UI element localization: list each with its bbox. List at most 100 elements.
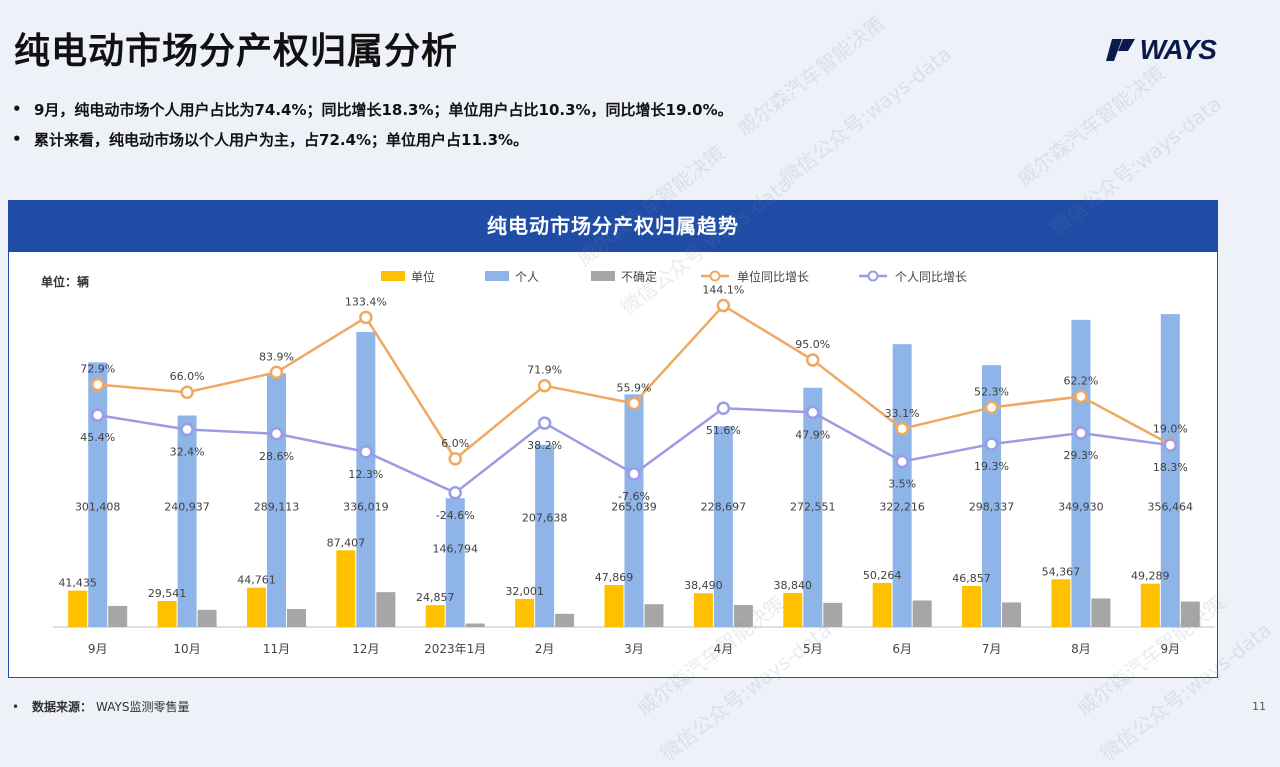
legend-swatch-个人: [485, 271, 509, 281]
point-单位同比增长-9: [895, 422, 909, 436]
point-单位同比增长-3: [359, 310, 373, 325]
bar-label-个人-6: 265,039: [611, 500, 657, 513]
legend-label-个人: 个人: [515, 270, 539, 284]
x-tick-label-0: 9月: [88, 642, 108, 656]
bar-label-单位-0: 41,435: [58, 577, 97, 590]
line-label-单位同比增长-9: 33.1%: [885, 407, 920, 420]
bar-个人-8: [803, 387, 823, 627]
bullet-dot-icon: •: [12, 699, 20, 714]
bar-label-单位-11: 54,367: [1042, 565, 1081, 578]
point-个人同比增长-10: [984, 437, 999, 451]
bar-label-单位-10: 46,857: [952, 572, 991, 585]
bar-不确定-3: [376, 592, 396, 627]
bar-个人-5: [535, 444, 555, 627]
x-tick-label-10: 7月: [982, 642, 1002, 656]
chart-svg: 9月 10月 11月 12月 2023年1月 2月 3月 4月 5月 6月 7月 8月 9月 41,435…: [53, 269, 1215, 656]
summary-bullets: • 9月，纯电动市场个人用户占比为74.4%；同比增长18.3%；单位用户占比1…: [12, 94, 733, 154]
legend-label-单位: 单位: [411, 269, 435, 284]
bar-不确定-11: [1091, 598, 1111, 627]
line-label-个人同比增长-7: 51.6%: [706, 424, 741, 437]
point-个人同比增长-3: [359, 445, 373, 459]
line-label-个人同比增长-2: 28.6%: [259, 450, 294, 463]
line-label-单位同比增长-0: 72.9%: [80, 363, 115, 376]
chart-panel: 纯电动市场分产权归属趋势 9月 10月 11月 12月 2023年1月 2月 3月 4月 5月 6…: [8, 200, 1218, 678]
line-label-单位同比增长-10: 52.3%: [974, 385, 1009, 398]
bullet-2-text: 累计来看，纯电动市场以个人用户为主，占72.4%；单位用户占11.3%。: [34, 130, 529, 149]
bar-label-个人-1: 240,937: [164, 500, 210, 513]
bar-个人-6: [624, 394, 644, 627]
bar-不确定-10: [1002, 602, 1022, 627]
point-个人同比增长-9: [895, 454, 909, 469]
point-个人同比增长-1: [180, 422, 194, 437]
line-label-单位同比增长-12: 19.0%: [1153, 422, 1188, 435]
x-tick-label-1: 10月: [173, 642, 200, 656]
bar-个人-0: [88, 362, 108, 627]
line-label-单位同比增长-4: 6.0%: [441, 437, 469, 450]
line-label-个人同比增长-12: 18.3%: [1153, 461, 1188, 474]
x-tick-label-6: 3月: [624, 642, 644, 656]
bar-label-单位-8: 38,840: [774, 579, 813, 592]
line-label-个人同比增长-3: 12.3%: [348, 468, 383, 481]
point-单位同比增长-10: [984, 400, 999, 415]
bullet-dot-icon: •: [12, 130, 22, 148]
bar-不确定-1: [197, 609, 217, 627]
line-label-个人同比增长-11: 29.3%: [1063, 449, 1098, 462]
bar-不确定-2: [286, 609, 306, 627]
page-number: 11: [1252, 700, 1266, 713]
source-label: 数据来源：: [32, 700, 93, 714]
point-单位同比增长-5: [537, 378, 552, 393]
point-个人同比增长-2: [269, 427, 284, 441]
bar-label-个人-10: 298,337: [969, 500, 1015, 513]
line-label-单位同比增长-11: 62.2%: [1063, 374, 1098, 387]
bullet-1-text: 9月，纯电动市场个人用户占比为74.4%；同比增长18.3%；单位用户占比10.…: [34, 100, 733, 119]
bar-不确定-5: [555, 613, 575, 627]
bar-单位-3: [336, 550, 356, 627]
point-个人同比增长-6: [627, 467, 641, 481]
point-单位同比增长-11: [1074, 389, 1088, 404]
point-个人同比增长-8: [806, 405, 820, 420]
x-tick-label-8: 5月: [803, 642, 823, 656]
legend-swatch-单位: [381, 271, 405, 281]
bar-不确定-7: [733, 605, 753, 627]
bar-不确定-4: [465, 623, 485, 627]
x-tick-label-9: 6月: [892, 642, 912, 656]
point-单位同比增长-6: [627, 396, 641, 411]
point-单位同比增长-0: [90, 377, 105, 392]
line-label-个人同比增长-8: 47.9%: [795, 428, 830, 441]
bar-不确定-0: [108, 605, 128, 627]
bar-个人-11: [1071, 319, 1091, 627]
bar-label-单位-2: 44,761: [237, 574, 276, 587]
bar-单位-6: [604, 584, 624, 627]
ways-logo-icon: [1105, 39, 1135, 61]
bar-label-单位-6: 47,869: [595, 571, 634, 584]
line-label-单位同比增长-6: 55.9%: [617, 381, 652, 394]
bar-label-单位-3: 87,407: [327, 536, 366, 549]
bar-label-单位-5: 32,001: [505, 585, 544, 598]
bar-单位-10: [962, 585, 982, 627]
legend-marker-单位同比增长: [709, 270, 721, 282]
bar-label-个人-11: 349,930: [1058, 500, 1104, 513]
point-个人同比增长-12: [1163, 438, 1178, 452]
unit-label: 单位：辆: [41, 275, 90, 289]
logo-text: WAYS: [1139, 34, 1217, 65]
bar-个人-1: [177, 415, 197, 627]
bar-单位-9: [872, 582, 892, 627]
line-label-个人同比增长-5: 38.2%: [527, 439, 562, 452]
watermark: 威尔森汽车智能决策: [1012, 60, 1170, 191]
point-个人同比增长-5: [537, 416, 552, 430]
line-label-个人同比增长-9: 3.5%: [888, 478, 916, 491]
legend-label-不确定: 不确定: [621, 269, 657, 284]
x-tick-label-12: 9月: [1160, 642, 1180, 656]
bullet-2: • 累计来看，纯电动市场以个人用户为主，占72.4%；单位用户占11.3%。: [12, 124, 733, 154]
ways-logo: WAYS: [1105, 34, 1217, 66]
point-单位同比增长-2: [269, 365, 284, 380]
bar-不确定-12: [1180, 601, 1200, 627]
bar-单位-1: [157, 601, 177, 627]
line-label-单位同比增长-8: 95.0%: [795, 338, 830, 351]
bar-个人-7: [713, 426, 733, 627]
bar-label-个人-0: 301,408: [75, 500, 121, 513]
x-tick-label-2: 11月: [263, 642, 290, 656]
x-tick-label-7: 4月: [714, 642, 734, 656]
bar-label-个人-3: 336,019: [343, 500, 389, 513]
bullet-dot-icon: •: [12, 100, 22, 118]
